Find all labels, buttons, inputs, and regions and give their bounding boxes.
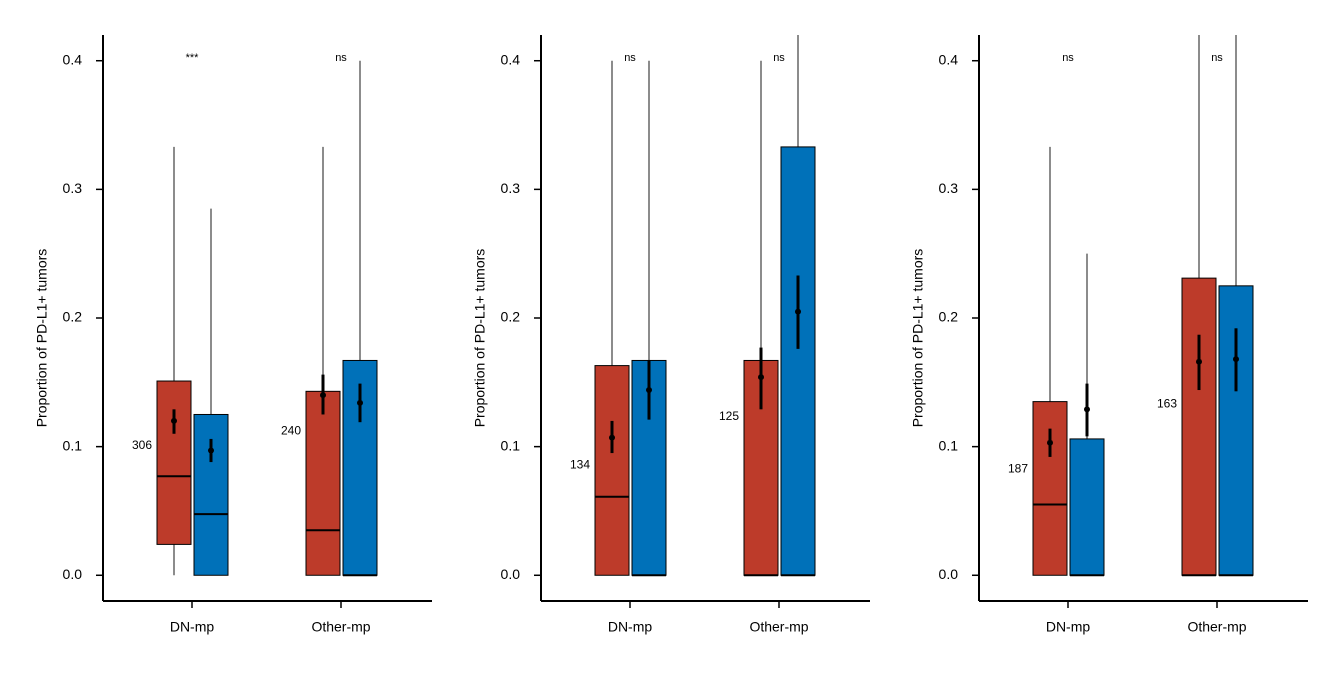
mean-point [609, 434, 615, 441]
box [1032, 401, 1068, 576]
y-tick-label: 0.0 [501, 566, 521, 582]
mean-point [171, 417, 177, 424]
count-label: 240 [281, 423, 301, 437]
box [1069, 438, 1105, 576]
y-axis-label: Proportion of PD-L1+ tumors [472, 249, 488, 428]
count-label: 306 [132, 438, 152, 452]
plot-area [594, 35, 816, 577]
y-tick-label: 0.2 [939, 309, 959, 325]
mean-point [208, 447, 214, 454]
count-label: 134 [570, 457, 590, 471]
box [594, 365, 630, 576]
mean-point [320, 392, 326, 399]
mean-point [646, 387, 652, 394]
y-tick-label: 0.2 [501, 309, 521, 325]
y-tick-label: 0.1 [939, 437, 959, 453]
mean-point [1047, 439, 1053, 446]
y-tick-label: 0.4 [63, 51, 83, 67]
annotation: ns [335, 52, 347, 64]
mean-point [758, 374, 764, 381]
mean-point [1196, 358, 1202, 365]
y-tick-label: 0.4 [939, 51, 959, 67]
x-tick-label: Other-mp [749, 619, 808, 635]
y-tick-label: 0.0 [63, 566, 83, 582]
panel: Proportion of PD-L1+ tumors 0.0 0.1 0.2 0.3 0… [472, 35, 870, 635]
y-tick-label: 0.3 [939, 180, 959, 196]
box [156, 380, 192, 545]
annotation: ns [624, 52, 636, 64]
mean-point [1233, 356, 1239, 363]
y-axis-label: Proportion of PD-L1+ tumors [34, 249, 50, 428]
mean-point [357, 399, 363, 406]
x-tick-label: DN-mp [1046, 619, 1091, 635]
plot-area [1032, 35, 1254, 577]
annotation: ns [1062, 52, 1074, 64]
y-axis-label: Proportion of PD-L1+ tumors [910, 249, 926, 428]
mean-point [1084, 406, 1090, 413]
x-tick-label: DN-mp [170, 619, 215, 635]
annotation: *** [186, 52, 200, 64]
count-label: 187 [1008, 461, 1028, 475]
box [1181, 277, 1217, 576]
box [193, 413, 229, 576]
annotation: ns [1211, 52, 1223, 64]
panel: Proportion of PD-L1+ tumors 0.0 0.1 0.2 0.3 0… [34, 35, 432, 635]
y-tick-label: 0.1 [501, 437, 521, 453]
x-tick-label: Other-mp [311, 619, 370, 635]
y-tick-label: 0.1 [63, 437, 83, 453]
y-tick-label: 0.4 [501, 51, 521, 67]
box [780, 146, 816, 576]
x-tick-label: Other-mp [1187, 619, 1246, 635]
mean-point [795, 308, 801, 315]
count-label: 125 [719, 409, 739, 423]
y-tick-label: 0.0 [939, 566, 959, 582]
x-tick-label: DN-mp [608, 619, 653, 635]
y-tick-label: 0.2 [63, 309, 83, 325]
count-label: 163 [1157, 397, 1177, 411]
plot-area [156, 60, 378, 577]
annotation: ns [773, 52, 785, 64]
panel: Proportion of PD-L1+ tumors 0.0 0.1 0.2 0.3 0… [910, 35, 1308, 635]
box [305, 390, 341, 576]
y-tick-label: 0.3 [501, 180, 521, 196]
y-tick-label: 0.3 [63, 180, 83, 196]
